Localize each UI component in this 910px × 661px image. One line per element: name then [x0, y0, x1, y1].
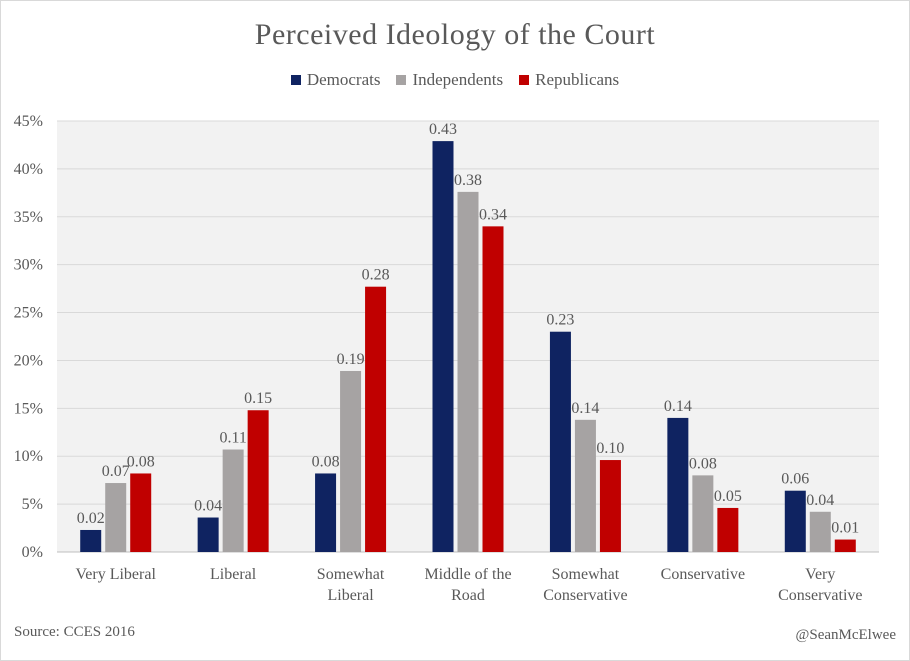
data-label: 0.04: [806, 492, 834, 509]
bar-republicans: [482, 226, 504, 552]
bar-independents: [222, 449, 244, 552]
x-tick-label: Somewhat: [552, 566, 620, 583]
chart-title: Perceived Ideology of the Court: [254, 18, 656, 51]
y-tick-label: 5%: [22, 496, 43, 513]
source-note: Source: CCES 2016: [14, 624, 135, 640]
bar-republicans: [365, 286, 387, 552]
x-tick-label: Liberal: [327, 587, 374, 604]
data-label: 0.19: [337, 351, 365, 368]
data-label: 0.08: [312, 453, 340, 470]
data-label: 0.23: [546, 312, 574, 329]
x-tick-label: Very Liberal: [76, 566, 157, 583]
data-label: 0.14: [664, 398, 692, 415]
data-label: 0.04: [194, 498, 222, 515]
data-label: 0.28: [362, 267, 390, 284]
data-label: 0.14: [571, 400, 599, 417]
y-tick-label: 35%: [14, 209, 43, 226]
legend: Democrats Independents Republicans: [0, 70, 910, 90]
x-tick-label: Conservative: [778, 587, 862, 604]
x-tick-label: Very: [805, 566, 835, 583]
legend-item-democrats: Democrats: [290, 70, 381, 90]
y-tick-label: 15%: [14, 400, 43, 417]
y-tick-label: 20%: [14, 352, 43, 369]
bar-republicans: [599, 460, 621, 552]
y-tick-label: 0%: [22, 544, 43, 561]
legend-swatch-democrats: [290, 75, 301, 85]
data-label: 0.02: [77, 510, 105, 527]
bar-democrats: [80, 529, 102, 552]
x-tick-label: Middle of the: [424, 566, 511, 583]
bar-democrats: [315, 473, 337, 552]
bar-independents: [340, 370, 362, 552]
bar-democrats: [667, 417, 689, 552]
legend-item-republicans: Republicans: [519, 70, 619, 90]
data-label: 0.11: [219, 430, 246, 447]
legend-item-independents: Independents: [396, 70, 503, 90]
data-label: 0.34: [479, 206, 507, 223]
y-tick-label: 30%: [14, 257, 43, 274]
x-tick-label: Road: [451, 587, 485, 604]
x-tick-label: Somewhat: [317, 566, 385, 583]
bar-republicans: [247, 410, 269, 552]
legend-label-independents: Independents: [412, 70, 504, 89]
bar-independents: [105, 483, 127, 552]
bar-republicans: [130, 473, 152, 552]
x-tick-label: Conservative: [543, 587, 627, 604]
bar-republicans: [834, 539, 856, 552]
data-label: 0.08: [689, 455, 717, 472]
author-handle: @SeanMcElwee: [795, 627, 896, 643]
data-label: 0.08: [127, 453, 155, 470]
x-tick-label: Liberal: [210, 566, 257, 583]
y-tick-label: 25%: [14, 305, 43, 322]
bar-democrats: [197, 517, 219, 552]
y-tick-label: 45%: [14, 113, 43, 130]
data-label: 0.10: [596, 440, 624, 457]
y-tick-label: 10%: [14, 448, 43, 465]
data-label: 0.15: [244, 390, 272, 407]
bar-independents: [457, 191, 479, 552]
data-label: 0.43: [429, 121, 457, 138]
legend-swatch-independents: [396, 75, 407, 85]
data-label: 0.06: [781, 471, 809, 488]
data-label: 0.38: [454, 172, 482, 189]
bar-democrats: [432, 141, 454, 552]
data-label: 0.05: [714, 488, 742, 505]
data-label: 0.07: [102, 463, 130, 480]
bar-independents: [692, 475, 714, 552]
bar-independents: [809, 511, 831, 552]
x-tick-label: Conservative: [661, 566, 745, 583]
data-label: 0.01: [831, 520, 859, 537]
legend-label-democrats: Democrats: [306, 70, 381, 89]
bar-democrats: [549, 331, 571, 552]
legend-swatch-republicans: [519, 75, 530, 85]
bar-democrats: [784, 490, 806, 552]
y-tick-label: 40%: [14, 161, 43, 178]
bar-republicans: [717, 507, 739, 552]
legend-label-republicans: Republicans: [535, 70, 620, 89]
bar-independents: [574, 419, 596, 552]
